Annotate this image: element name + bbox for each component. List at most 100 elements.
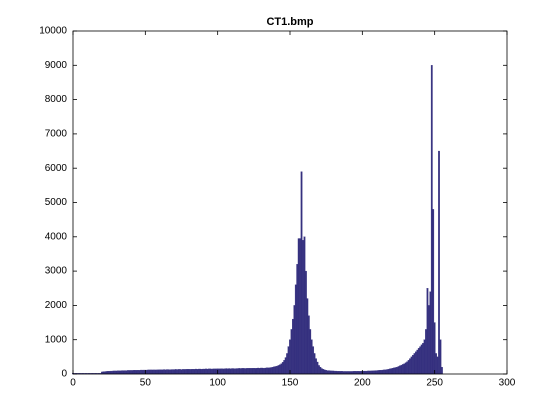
bar bbox=[137, 370, 139, 375]
bar bbox=[371, 370, 374, 375]
bar bbox=[254, 368, 257, 375]
bar bbox=[280, 363, 283, 375]
bar bbox=[179, 369, 181, 375]
x-tick-label: 100 bbox=[209, 378, 226, 389]
bar bbox=[315, 358, 317, 375]
bar bbox=[293, 305, 296, 375]
bar bbox=[156, 369, 158, 375]
bar bbox=[409, 358, 411, 375]
bar bbox=[189, 369, 192, 375]
bar bbox=[267, 367, 270, 375]
bar bbox=[257, 367, 260, 375]
bar bbox=[211, 368, 213, 375]
bar bbox=[338, 371, 341, 375]
y-tick-label: 9000 bbox=[45, 60, 68, 71]
bar bbox=[232, 368, 235, 375]
bar bbox=[161, 369, 164, 375]
bar bbox=[131, 370, 134, 375]
bar bbox=[313, 353, 316, 375]
bar bbox=[307, 315, 310, 375]
bar bbox=[365, 370, 368, 375]
bar bbox=[206, 368, 209, 375]
bar bbox=[203, 368, 206, 375]
bar bbox=[213, 368, 216, 375]
bar bbox=[294, 284, 297, 375]
bar bbox=[193, 369, 196, 375]
bar bbox=[378, 370, 381, 375]
bar bbox=[121, 370, 124, 375]
bar bbox=[441, 366, 443, 375]
bar bbox=[237, 368, 239, 375]
bar bbox=[180, 369, 183, 375]
y-tick-label: 1000 bbox=[45, 334, 68, 345]
bar bbox=[244, 368, 247, 375]
bar bbox=[406, 361, 409, 375]
bar bbox=[173, 369, 176, 375]
bar bbox=[362, 370, 365, 375]
bar bbox=[183, 369, 186, 375]
bar bbox=[261, 367, 264, 375]
bar bbox=[215, 368, 218, 375]
bar bbox=[138, 370, 141, 375]
bar bbox=[303, 236, 306, 375]
bar bbox=[234, 368, 236, 375]
y-tick-label: 8000 bbox=[45, 94, 68, 105]
bar bbox=[143, 369, 145, 375]
bar bbox=[292, 318, 294, 375]
bar bbox=[364, 370, 367, 375]
bar bbox=[195, 368, 197, 375]
bar bbox=[200, 369, 203, 375]
x-tick-label: 300 bbox=[499, 378, 516, 389]
bar bbox=[148, 369, 151, 375]
bar bbox=[425, 329, 427, 375]
bar bbox=[416, 349, 419, 375]
bar bbox=[209, 368, 212, 375]
bar bbox=[182, 369, 184, 375]
y-tick-label: 2000 bbox=[45, 300, 68, 311]
bar bbox=[375, 370, 378, 375]
bar bbox=[187, 369, 190, 375]
bar bbox=[118, 370, 121, 375]
bar bbox=[436, 356, 439, 375]
bar bbox=[150, 369, 152, 375]
bar bbox=[290, 329, 293, 375]
bar bbox=[169, 369, 171, 375]
bar bbox=[332, 370, 335, 375]
bar bbox=[135, 370, 138, 375]
bar bbox=[271, 366, 274, 375]
bar bbox=[386, 369, 388, 375]
bar bbox=[186, 369, 189, 375]
bar bbox=[341, 371, 343, 375]
bar bbox=[129, 370, 132, 375]
bar bbox=[251, 368, 254, 375]
bar bbox=[255, 368, 258, 375]
bar bbox=[320, 368, 323, 375]
bar bbox=[310, 339, 313, 375]
bar bbox=[401, 364, 404, 375]
bar bbox=[289, 339, 291, 375]
bar bbox=[239, 368, 242, 375]
bar bbox=[228, 368, 231, 375]
bar bbox=[263, 368, 265, 375]
bar bbox=[333, 370, 336, 375]
bar bbox=[396, 366, 398, 375]
bar bbox=[147, 369, 150, 375]
bar bbox=[328, 370, 330, 375]
bar bbox=[167, 369, 170, 375]
bar bbox=[218, 368, 220, 375]
bar bbox=[368, 370, 371, 375]
bar bbox=[394, 367, 397, 375]
bar bbox=[202, 368, 205, 375]
bar bbox=[357, 371, 359, 375]
bar bbox=[331, 370, 333, 375]
bar bbox=[286, 353, 288, 375]
bar bbox=[388, 368, 391, 375]
bar bbox=[373, 370, 375, 375]
bar bbox=[212, 368, 215, 375]
bar bbox=[283, 360, 286, 375]
bar bbox=[208, 368, 210, 375]
bar bbox=[124, 370, 126, 375]
bar bbox=[119, 370, 122, 375]
